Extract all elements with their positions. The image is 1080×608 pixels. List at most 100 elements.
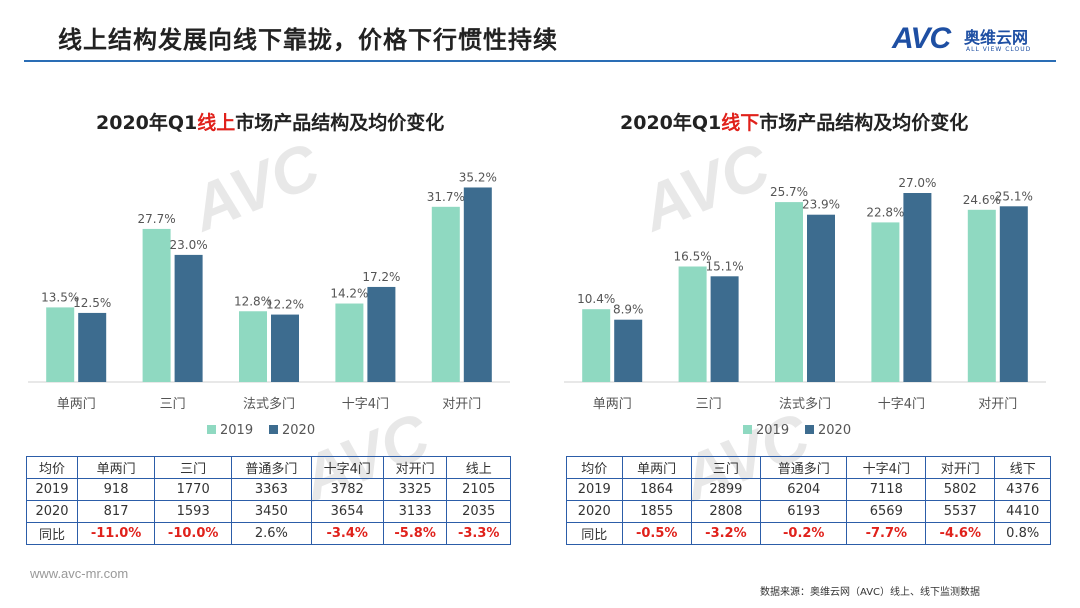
bar-2020 — [710, 276, 739, 382]
table-cell: 3450 — [231, 500, 312, 523]
table-row: 2019 1864 2899 6204 7118 5802 4376 — [566, 478, 1051, 501]
data-label: 35.2% — [459, 170, 497, 184]
legend-label: 2020 — [282, 423, 315, 438]
table-cell: 2019 — [566, 478, 623, 501]
data-label: 23.9% — [802, 198, 840, 212]
data-label: 24.6% — [963, 193, 1001, 207]
legend-swatch — [269, 425, 278, 434]
table-cell: 三门 — [154, 456, 233, 479]
table-cell: 2035 — [446, 500, 511, 523]
table-cell: 6193 — [760, 500, 848, 523]
data-label: 8.9% — [613, 303, 644, 317]
table-cell: 线下 — [994, 456, 1051, 479]
table-cell: 5802 — [925, 478, 996, 501]
data-label: 13.5% — [41, 290, 79, 304]
table-cell: 对开门 — [382, 456, 448, 479]
table-cell: 0.8% — [994, 522, 1051, 545]
table-cell: 同比 — [25, 522, 79, 545]
chart-title-online: 2020年Q1线上市场产品结构及均价变化 — [96, 108, 444, 135]
data-label: 12.2% — [266, 298, 304, 312]
table-cell: 2105 — [446, 478, 511, 501]
logo-en: ALL VIEW CLOUD — [966, 46, 1032, 53]
data-label: 17.2% — [362, 270, 400, 284]
table-cell: 对开门 — [925, 456, 996, 479]
data-label: 15.1% — [706, 259, 744, 273]
bar-2019 — [678, 266, 707, 382]
table-header-row: 均价 单两门 三门 普通多门 十字4门 对开门 线上 — [25, 456, 511, 479]
table-cell: -11.0% — [77, 522, 156, 545]
table-cell: 十字4门 — [846, 456, 927, 479]
bar-2020 — [78, 312, 107, 382]
table-cell: 3363 — [231, 478, 312, 501]
legend-swatch — [207, 425, 216, 434]
bar-2020 — [463, 187, 492, 382]
bar-2020 — [903, 193, 932, 382]
table-cell: 918 — [77, 478, 156, 501]
page-title: 线上结构发展向线下靠拢，价格下行惯性持续 — [58, 26, 558, 54]
table-cell: 7118 — [846, 478, 927, 501]
logo-cn: 奥维云网 — [964, 28, 1029, 47]
table-cell: -0.5% — [621, 522, 692, 545]
data-label: 25.1% — [995, 189, 1033, 203]
table-cell: 1770 — [154, 478, 233, 501]
table-cell: -3.3% — [446, 522, 511, 545]
table-cell: -4.6% — [925, 522, 996, 545]
header-divider — [24, 60, 1056, 62]
chart-title-prefix: 2020年Q1 — [96, 112, 198, 134]
table-cell: 同比 — [566, 522, 623, 545]
bar-2019 — [46, 307, 75, 382]
chart-title-highlight: 线下 — [721, 112, 760, 134]
table-row: 同比 -0.5% -3.2% -0.2% -7.7% -4.6% 0.8% — [566, 522, 1051, 545]
table-cell: 单两门 — [621, 456, 692, 479]
table-cell: 2899 — [690, 478, 762, 501]
data-label: 31.7% — [427, 190, 465, 204]
logo-mark: AVC — [892, 22, 951, 55]
legend-swatch — [805, 425, 814, 434]
bar-2019 — [582, 309, 611, 382]
legend-label: 2019 — [756, 423, 789, 438]
category-label: 对开门 — [442, 397, 481, 412]
data-label: 27.7% — [138, 212, 176, 226]
table-cell: 3325 — [382, 478, 448, 501]
category-label: 十字4门 — [878, 397, 925, 412]
category-label: 单两门 — [593, 397, 632, 412]
chart-title-suffix: 市场产品结构及均价变化 — [759, 112, 969, 134]
table-cell: 普通多门 — [760, 456, 848, 479]
category-label: 法式多门 — [243, 396, 295, 412]
data-label: 23.0% — [170, 238, 208, 252]
category-label: 三门 — [696, 397, 722, 412]
table-row: 同比 -11.0% -10.0% 2.6% -3.4% -5.8% -3.3% — [25, 522, 511, 545]
table-cell: 6569 — [846, 500, 927, 523]
bar-2020 — [174, 254, 203, 382]
table-cell: 2020 — [566, 500, 623, 523]
table-cell: 1593 — [154, 500, 233, 523]
category-label: 三门 — [160, 397, 186, 412]
table-cell: 十字4门 — [310, 456, 384, 479]
bar-2019 — [871, 222, 900, 382]
offline-bar-chart: 10.4%8.9% 单两门 16.5%15.1% 三门 25.7%23.9% 法式多门 22… — [564, 176, 1046, 438]
table-cell: 普通多门 — [231, 456, 312, 479]
legend-swatch — [743, 425, 752, 434]
bar-2019 — [335, 303, 364, 382]
category-label: 单两门 — [57, 397, 96, 412]
table-cell: 3133 — [382, 500, 448, 523]
table-cell: 均价 — [25, 456, 79, 479]
table-cell: 单两门 — [77, 456, 156, 479]
table-cell: -5.8% — [382, 522, 448, 545]
category-label: 十字4门 — [342, 397, 389, 412]
table-cell: 5537 — [925, 500, 996, 523]
table-cell: 线上 — [446, 456, 511, 479]
table-cell: 2019 — [25, 478, 79, 501]
chart-title-suffix: 市场产品结构及均价变化 — [235, 112, 445, 134]
data-label: 22.8% — [866, 205, 904, 219]
online-price-table: 均价 单两门 三门 普通多门 十字4门 对开门 线上 2019 918 1770 3363 3782 3… — [25, 456, 511, 545]
bar-2020 — [807, 214, 835, 382]
bar-2019 — [239, 311, 267, 382]
online-bar-chart: 13.5%12.5% 单两门 27.7% 23.0% 三门 12.8%12.2% 法式多门 1… — [28, 170, 510, 438]
chart-title-prefix: 2020年Q1 — [620, 112, 722, 134]
table-cell: 1864 — [621, 478, 692, 501]
table-cell: 三门 — [690, 456, 762, 479]
category-label: 对开门 — [978, 397, 1017, 412]
table-cell: -3.2% — [690, 522, 762, 545]
legend-label: 2019 — [220, 423, 253, 438]
